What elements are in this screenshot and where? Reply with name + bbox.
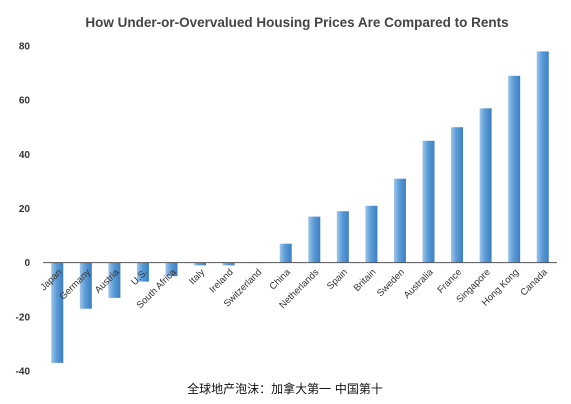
bar-canada bbox=[536, 51, 549, 263]
y-tick-label: 20 bbox=[19, 204, 31, 215]
bar-china bbox=[279, 243, 292, 263]
bar-u-s bbox=[136, 262, 149, 282]
bar-france bbox=[451, 127, 464, 263]
bar-australia bbox=[422, 140, 435, 263]
x-tick-label: Italy bbox=[187, 267, 207, 287]
y-tick-label: 60 bbox=[19, 96, 31, 107]
bar-britain bbox=[365, 205, 378, 263]
bar-japan bbox=[51, 262, 64, 363]
bar-sweden bbox=[393, 178, 406, 263]
bar-austria bbox=[108, 262, 121, 298]
bar-spain bbox=[336, 211, 349, 263]
y-tick-label: 0 bbox=[24, 258, 30, 269]
bar-south-africa bbox=[165, 262, 178, 277]
x-tick-label: Britain bbox=[352, 267, 379, 294]
bar-germany bbox=[79, 262, 92, 309]
bar-singapore bbox=[479, 108, 492, 263]
y-axis: -40 -20 0 20 40 60 80 bbox=[16, 42, 31, 378]
chart-caption: 全球地产泡沫：加拿大第一 中国第十 bbox=[187, 381, 383, 396]
chart-title: How Under-or-Overvalued Housing Prices A… bbox=[85, 15, 508, 30]
x-tick-label: Spain bbox=[325, 267, 350, 292]
bar-netherlands bbox=[308, 216, 321, 263]
y-tick-label: 40 bbox=[19, 150, 31, 161]
bar-italy bbox=[194, 262, 207, 266]
y-tick-label: 80 bbox=[19, 42, 31, 53]
x-tick-label: Australia bbox=[402, 267, 436, 301]
y-tick-label: -20 bbox=[16, 312, 31, 323]
y-tick-label: -40 bbox=[16, 367, 31, 378]
x-tick-label: Canada bbox=[519, 267, 551, 299]
bar-ireland bbox=[222, 262, 235, 266]
bar-hong-kong bbox=[508, 75, 521, 263]
x-tick-label: China bbox=[268, 267, 294, 293]
bars bbox=[51, 51, 549, 363]
